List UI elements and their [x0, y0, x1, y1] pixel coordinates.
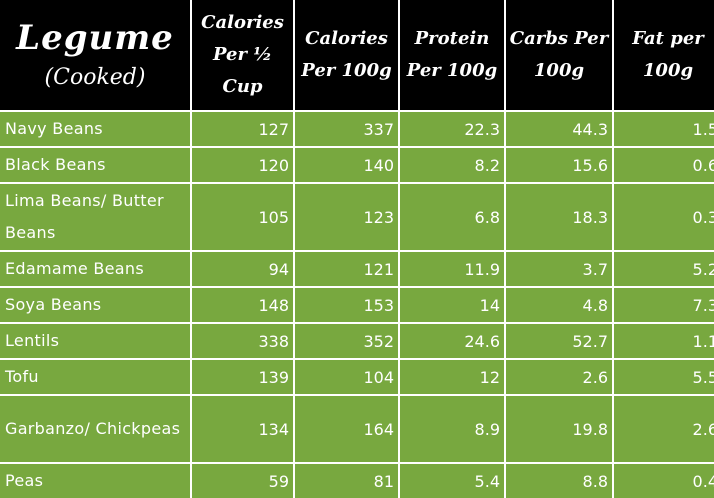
protein-value: 14 [400, 288, 504, 322]
protein-value: 12 [400, 360, 504, 394]
calories-half-cup-value: 148 [192, 288, 293, 322]
carbs-value: 2.6 [506, 360, 612, 394]
carbs-value: 18.3 [506, 184, 612, 250]
fat-value: 0.3 [614, 184, 714, 250]
carbs-value: 44.3 [506, 112, 612, 146]
calories-100g-value: 104 [295, 360, 398, 394]
legume-name: Edamame Beans [0, 252, 190, 286]
header-legume-subtitle: (Cooked) [44, 65, 146, 90]
calories-half-cup-value: 59 [192, 464, 293, 498]
legume-name: Garbanzo/ Chickpeas [0, 396, 190, 462]
carbs-value: 19.8 [506, 396, 612, 462]
carbs-value: 4.8 [506, 288, 612, 322]
protein-value: 8.9 [400, 396, 504, 462]
fat-value: 0.6 [614, 148, 714, 182]
header-carbs-100g: Carbs Per 100g [506, 0, 612, 110]
fat-value: 0.4 [614, 464, 714, 498]
calories-half-cup-value: 105 [192, 184, 293, 250]
legume-name: Peas [0, 464, 190, 498]
calories-half-cup-value: 338 [192, 324, 293, 358]
legume-name: Black Beans [0, 148, 190, 182]
calories-100g-value: 140 [295, 148, 398, 182]
header-legume: Legume (Cooked) [0, 0, 190, 110]
header-protein-100g: Protein Per 100g [400, 0, 504, 110]
header-legume-title: Legume [16, 18, 174, 58]
carbs-value: 52.7 [506, 324, 612, 358]
header-calories-100g: Calories Per 100g [295, 0, 398, 110]
protein-value: 8.2 [400, 148, 504, 182]
header-calories-half-cup: Calories Per ½ Cup [192, 0, 293, 110]
fat-value: 5.2 [614, 252, 714, 286]
calories-half-cup-value: 134 [192, 396, 293, 462]
fat-value: 5.5 [614, 360, 714, 394]
legume-name: Lima Beans/ Butter Beans [0, 184, 190, 250]
fat-value: 1.1 [614, 324, 714, 358]
carbs-value: 15.6 [506, 148, 612, 182]
legume-name: Tofu [0, 360, 190, 394]
header-fat-100g: Fat per 100g [614, 0, 714, 110]
protein-value: 11.9 [400, 252, 504, 286]
calories-half-cup-value: 94 [192, 252, 293, 286]
fat-value: 1.5 [614, 112, 714, 146]
legume-name: Lentils [0, 324, 190, 358]
legume-name: Navy Beans [0, 112, 190, 146]
calories-100g-value: 352 [295, 324, 398, 358]
fat-value: 7.3 [614, 288, 714, 322]
calories-100g-value: 153 [295, 288, 398, 322]
calories-100g-value: 121 [295, 252, 398, 286]
protein-value: 24.6 [400, 324, 504, 358]
protein-value: 22.3 [400, 112, 504, 146]
calories-100g-value: 164 [295, 396, 398, 462]
carbs-value: 3.7 [506, 252, 612, 286]
calories-half-cup-value: 120 [192, 148, 293, 182]
calories-100g-value: 123 [295, 184, 398, 250]
calories-half-cup-value: 139 [192, 360, 293, 394]
fat-value: 2.6 [614, 396, 714, 462]
calories-100g-value: 337 [295, 112, 398, 146]
protein-value: 5.4 [400, 464, 504, 498]
calories-half-cup-value: 127 [192, 112, 293, 146]
calories-100g-value: 81 [295, 464, 398, 498]
carbs-value: 8.8 [506, 464, 612, 498]
protein-value: 6.8 [400, 184, 504, 250]
legume-name: Soya Beans [0, 288, 190, 322]
